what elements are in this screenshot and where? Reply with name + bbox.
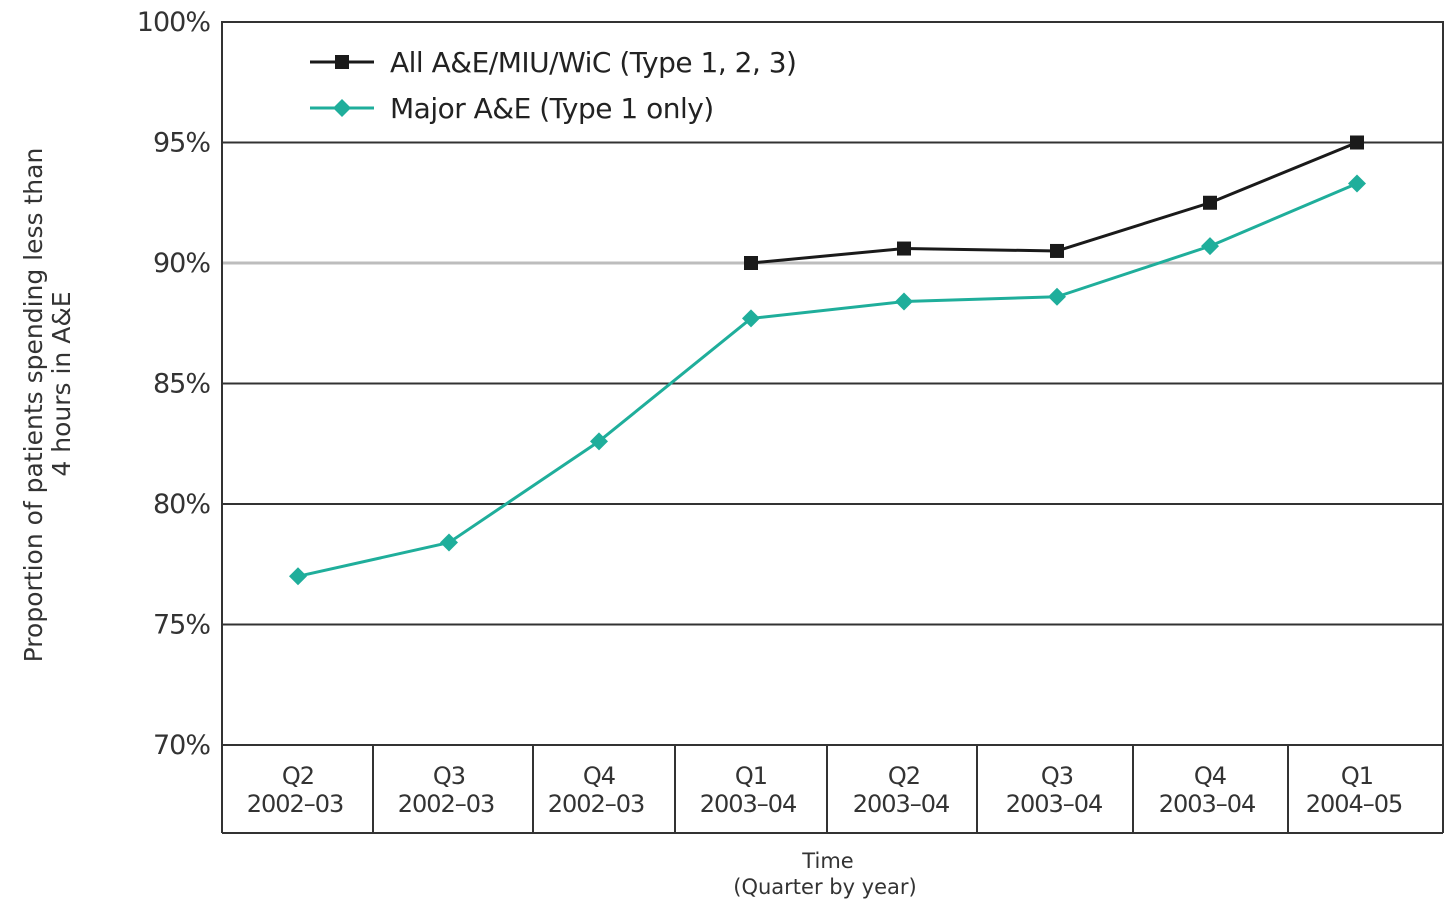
- y-tick-label: 100%: [137, 7, 211, 38]
- data-point-square: [897, 241, 911, 256]
- x-category-year: 2003–04: [1006, 790, 1103, 818]
- y-tick-label: 70%: [153, 730, 210, 761]
- legend-marker: [335, 55, 349, 69]
- x-category-quarter: Q3: [1041, 762, 1073, 790]
- x-category-year: 2003–04: [1159, 790, 1256, 818]
- x-category-quarter: Q4: [1194, 762, 1226, 790]
- x-category-quarter: Q3: [433, 762, 465, 790]
- y-tick-label: 95%: [153, 128, 210, 159]
- x-category-year: 2003–04: [700, 790, 797, 818]
- series-lines: [297, 141, 1358, 578]
- x-category-quarter: Q1: [735, 762, 767, 790]
- y-axis-title: Proportion of patients spending less tha…: [19, 148, 48, 663]
- data-point-square: [1203, 195, 1217, 210]
- x-category-year: 2003–04: [853, 790, 950, 818]
- legend-marker: [333, 99, 351, 117]
- data-point-diamond: [1201, 237, 1219, 256]
- plot-frame: [221, 21, 1444, 746]
- data-point-diamond: [895, 292, 913, 311]
- x-category-year: 2004–05: [1306, 790, 1403, 818]
- data-point-diamond: [1048, 287, 1066, 306]
- legend: All A&E/MIU/WiC (Type 1, 2, 3) Major A&E …: [310, 46, 797, 125]
- y-tick-label: 85%: [153, 369, 210, 400]
- x-category-quarter: Q4: [583, 762, 615, 790]
- y-tick-label: 80%: [153, 489, 210, 520]
- legend-label: All A&E/MIU/WiC (Type 1, 2, 3): [390, 46, 796, 79]
- x-axis-title: Time: [801, 849, 853, 873]
- legend-label: Major A&E (Type 1 only): [390, 92, 714, 125]
- series-line: [297, 182, 1358, 578]
- x-axis-categories: Q22002–03Q32002–03Q42002–03Q12003–04Q220…: [221, 745, 1444, 834]
- x-category-quarter: Q2: [888, 762, 920, 790]
- x-category-year: 2002–03: [398, 790, 495, 818]
- data-point-square: [1350, 135, 1364, 150]
- y-axis-title-line2: 4 hours in A&E: [47, 291, 76, 476]
- x-category-year: 2002–03: [247, 790, 344, 818]
- data-point-diamond: [289, 567, 307, 586]
- data-point-diamond: [590, 432, 608, 451]
- x-category-quarter: Q1: [1341, 762, 1373, 790]
- data-point-diamond: [440, 533, 458, 552]
- series-markers: [289, 135, 1366, 586]
- data-point-diamond: [742, 309, 760, 328]
- data-point-diamond: [1348, 174, 1366, 193]
- x-category-quarter: Q2: [282, 762, 314, 790]
- x-axis-subtitle: (Quarter by year): [733, 875, 916, 899]
- y-axis-ticks: 70% 75% 80% 85% 90% 95% 100%: [137, 7, 212, 761]
- data-point-square: [744, 256, 758, 270]
- axis-titles: Time(Quarter by year) Proportion of patie…: [19, 148, 917, 899]
- x-category-year: 2002–03: [548, 790, 645, 818]
- y-tick-label: 75%: [153, 610, 210, 641]
- data-point-square: [1050, 243, 1064, 258]
- gridlines: [222, 141, 1443, 626]
- y-tick-label: 90%: [153, 248, 210, 279]
